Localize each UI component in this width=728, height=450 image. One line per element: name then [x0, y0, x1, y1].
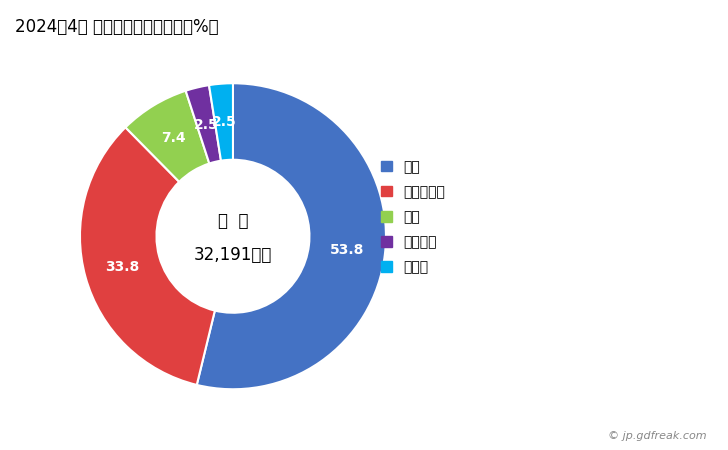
Wedge shape [80, 127, 215, 385]
Wedge shape [209, 83, 233, 161]
Text: © jp.gdfreak.com: © jp.gdfreak.com [608, 431, 706, 441]
Text: 7.4: 7.4 [161, 131, 186, 145]
Text: 2.5: 2.5 [194, 117, 218, 132]
Wedge shape [197, 83, 386, 389]
Text: 2.5: 2.5 [212, 115, 237, 129]
Wedge shape [125, 91, 210, 182]
Text: 53.8: 53.8 [330, 243, 364, 257]
Wedge shape [186, 85, 221, 163]
Text: 32,191万円: 32,191万円 [194, 246, 272, 264]
Text: 2024年4月 輸出相手国のシェア（%）: 2024年4月 輸出相手国のシェア（%） [15, 18, 218, 36]
Legend: 中国, マレーシア, タイ, ベトナム, その他: 中国, マレーシア, タイ, ベトナム, その他 [373, 153, 452, 281]
Text: 総  額: 総 額 [218, 212, 248, 230]
Text: 33.8: 33.8 [106, 260, 140, 274]
